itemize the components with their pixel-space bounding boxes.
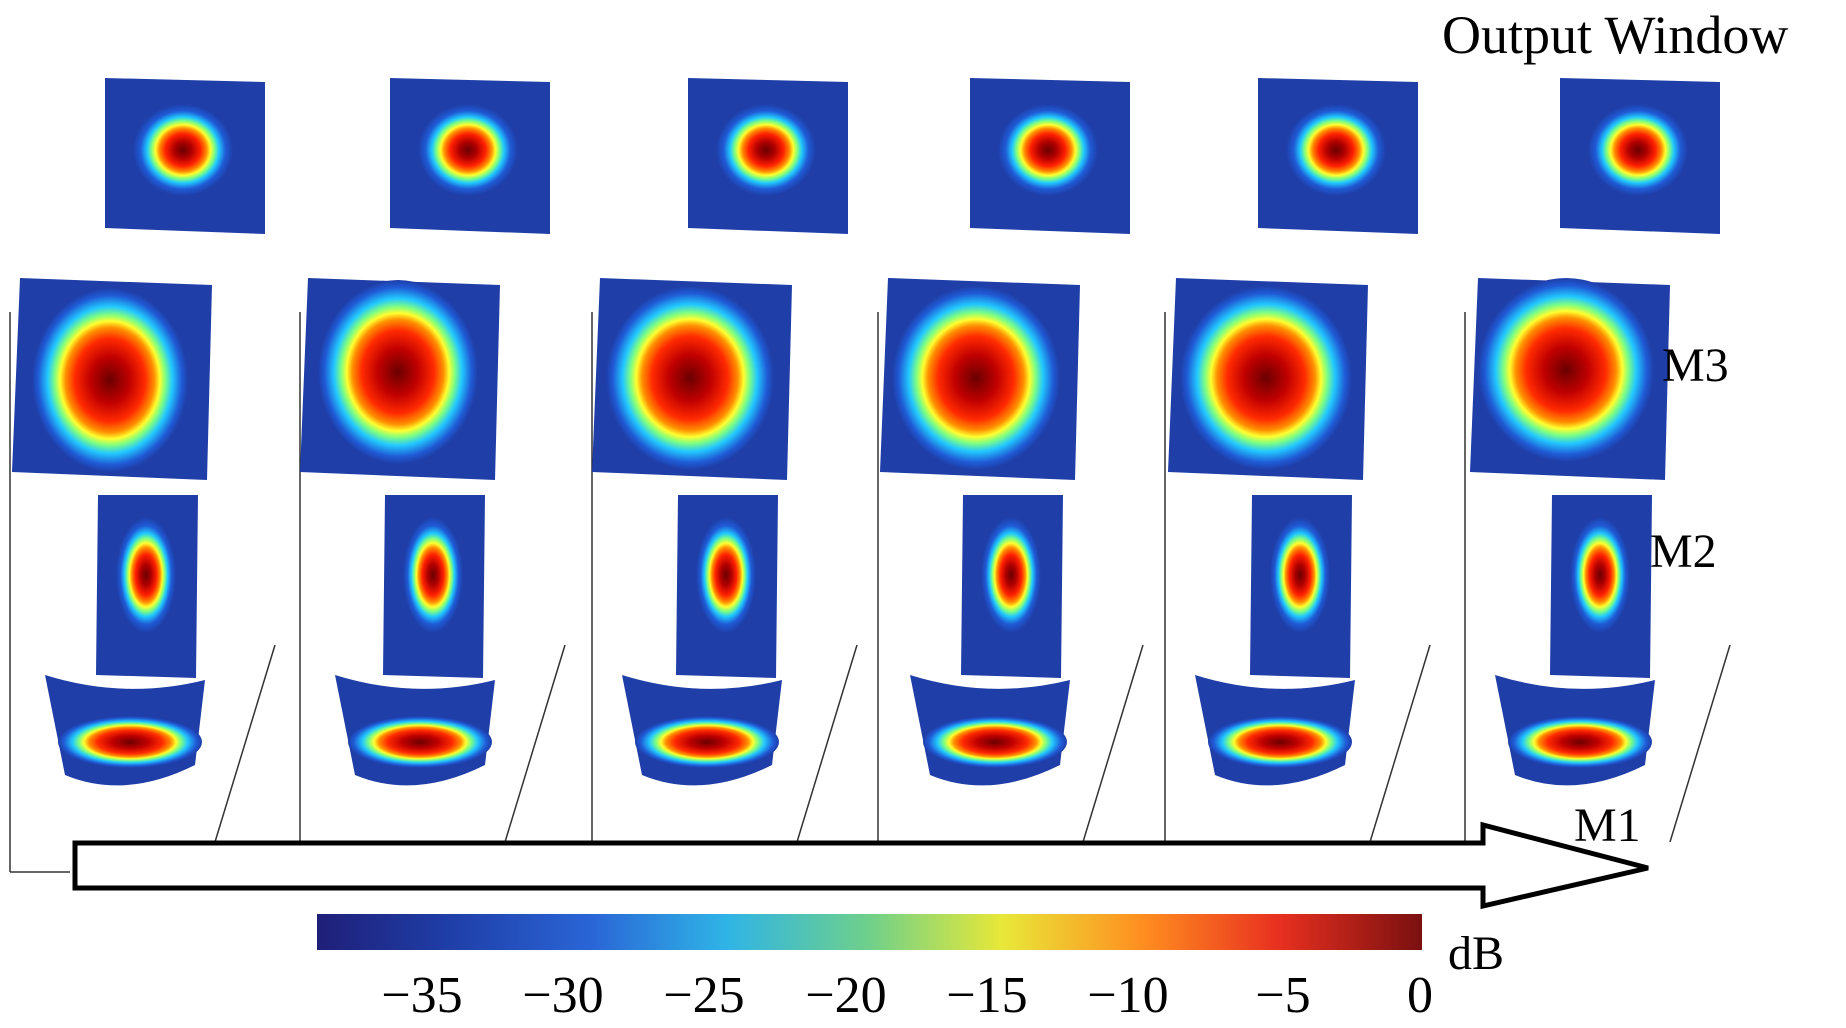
m1-beam-spot <box>923 716 1067 768</box>
colorbar-tick-label: −20 <box>805 967 887 1024</box>
m3-beam-spot <box>32 288 188 472</box>
plane-label-m3: M3 <box>1662 339 1729 392</box>
output-beam-spot <box>716 104 816 196</box>
stage-2 <box>299 78 566 873</box>
plane-label-m1: M1 <box>1574 799 1641 852</box>
m2-beam-spot <box>981 517 1041 633</box>
output-beam-spot <box>133 104 233 196</box>
stage-3 <box>591 78 858 873</box>
m3-beam-spot <box>1478 278 1654 462</box>
output-beam-spot <box>998 104 1098 196</box>
m1-beam-spot <box>1508 716 1652 768</box>
colorbar-tick-label: −5 <box>1255 967 1311 1024</box>
m2-beam-spot <box>403 517 463 633</box>
m2-beam-spot <box>116 517 176 633</box>
output-beam-spot <box>418 104 518 196</box>
stage-frame-line <box>504 644 566 843</box>
stage-panels <box>9 78 1731 873</box>
colorbar-tick-label: −35 <box>381 967 463 1024</box>
propagation-arrow <box>72 821 1649 910</box>
output-beam-spot <box>1286 104 1386 196</box>
colorbar-tick-label: −10 <box>1087 967 1169 1024</box>
m1-beam-spot <box>348 716 492 768</box>
m3-beam-spot <box>606 286 774 470</box>
m3-beam-spot <box>892 286 1060 470</box>
colorbar-unit-label: dB <box>1448 927 1505 980</box>
m2-beam-spot <box>696 517 756 633</box>
m1-beam-spot <box>58 716 202 768</box>
m2-beam-spot <box>1270 517 1330 633</box>
stage-frame-line <box>1369 644 1431 843</box>
m1-beam-spot <box>1208 716 1352 768</box>
stage-5 <box>1164 78 1431 873</box>
output-beam-spot <box>1588 104 1688 196</box>
colorbar-tick-label: −15 <box>946 967 1028 1024</box>
m3-beam-spot <box>318 280 478 464</box>
output-window-title: Output Window <box>1442 5 1789 65</box>
stage-frame-line <box>1082 644 1144 843</box>
m3-beam-spot <box>1180 286 1352 470</box>
stage-6 <box>1464 78 1731 873</box>
stage-4 <box>877 78 1144 873</box>
stage-frame-line <box>796 644 858 843</box>
colorbar <box>317 914 1422 950</box>
colorbar-tick-label: 0 <box>1407 967 1433 1024</box>
colorbar-tick-label: −25 <box>663 967 745 1024</box>
stage-frame-line <box>1669 644 1731 843</box>
colorbar-tick-label: −30 <box>522 967 604 1024</box>
stage-frame-line <box>214 644 276 843</box>
plane-label-m2: M2 <box>1650 525 1717 578</box>
stage-1 <box>9 78 276 873</box>
m2-beam-spot <box>1570 517 1630 633</box>
m1-beam-spot <box>635 716 779 768</box>
